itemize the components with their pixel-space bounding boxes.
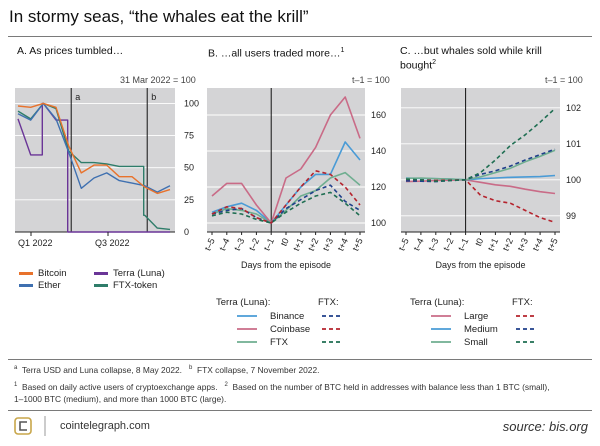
panel-b-series-ftx-terra bbox=[211, 171, 361, 224]
panel-c-xtick-label: t+5 bbox=[545, 237, 559, 253]
legend-b-head-left: Terra (Luna): bbox=[216, 297, 271, 308]
panel-a-series-terra-luna- bbox=[17, 102, 170, 233]
panel-b-xtick-label: t+1 bbox=[291, 237, 305, 253]
legend-a-ftx-token: FTX-token bbox=[94, 280, 157, 291]
legend-a-bitcoin: Bitcoin bbox=[19, 268, 67, 279]
panel-c-ytick-label: 101 bbox=[566, 139, 581, 149]
panel-b-xtick-label: t–2 bbox=[247, 237, 261, 253]
legend-c-large: Large bbox=[464, 311, 489, 322]
legend-b-coinbase: Coinbase bbox=[270, 324, 311, 335]
panel-b-xtick-label: t+4 bbox=[336, 237, 350, 253]
panel-c-xtick-label: t–5 bbox=[396, 237, 410, 253]
panel-a-series-bitcoin bbox=[17, 102, 171, 195]
footnote-rule bbox=[8, 359, 592, 360]
legend-b-binance: Binance bbox=[270, 311, 305, 322]
panel-a-ytick-label: 75 bbox=[184, 131, 194, 141]
panel-b-xtick-label: t–1 bbox=[262, 237, 276, 253]
panel-c-xtick-label: t–3 bbox=[426, 237, 440, 253]
bottom-rule bbox=[8, 410, 592, 411]
panel-c-xtick-label: t+4 bbox=[530, 237, 544, 253]
footnote-2-cont: 1–1000 BTC (medium), and more than 1000 … bbox=[14, 394, 227, 404]
panel-b-series-ftx-ftx bbox=[211, 191, 361, 224]
panel-c-xtick-label: t+2 bbox=[501, 237, 515, 253]
legend-a-ether-swatch bbox=[19, 283, 33, 287]
panel-a-ytick-label: 0 bbox=[184, 227, 189, 237]
footnote-ab: a Terra USD and Luna collapse, 8 May 202… bbox=[14, 365, 320, 375]
panel-a-ytick-label: 100 bbox=[184, 98, 199, 108]
panel-b-ytick-label: 140 bbox=[371, 146, 386, 156]
legend-a-bitcoin-swatch bbox=[19, 271, 33, 275]
panel-b-xtick-label: t+2 bbox=[306, 237, 320, 253]
panel-b-ytick-label: 160 bbox=[371, 110, 386, 120]
panel-c-xtick-label: t+3 bbox=[516, 237, 530, 253]
panel-c-xtick-label: t–4 bbox=[411, 237, 425, 253]
legend-b-ftx: FTX bbox=[270, 337, 288, 348]
panel-b-series-coinbase-ftx bbox=[211, 170, 361, 224]
panel-a-xtick-label: Q1 2022 bbox=[18, 238, 53, 248]
panel-b-xtick-label: t+5 bbox=[350, 237, 364, 253]
panel-a-note: 31 Mar 2022 = 100 bbox=[120, 75, 196, 85]
source-label: source: bis.org bbox=[502, 419, 588, 434]
logo-text: cointelegraph.com bbox=[60, 420, 150, 432]
panel-b-xtick-label: t+3 bbox=[321, 237, 335, 253]
panel-c-title: C. …but whales sold while krill bought2 bbox=[400, 45, 542, 72]
panel-b-xtick-label: t–4 bbox=[217, 237, 231, 253]
legend-c-head-right: FTX: bbox=[512, 297, 533, 308]
legend-c-small: Small bbox=[464, 337, 488, 348]
title-rule bbox=[8, 36, 592, 37]
panel-c-ytick-label: 99 bbox=[566, 211, 576, 221]
panel-c-x-axis-label: Days from the episode bbox=[435, 260, 525, 270]
footnote-12: 1 Based on daily active users of cryptoe… bbox=[14, 382, 550, 392]
panel-b-x-axis-label: Days from the episode bbox=[241, 260, 331, 270]
legend-a-terra: Terra (Luna) bbox=[94, 268, 165, 279]
legend-c-head-left: Terra (Luna): bbox=[410, 297, 465, 308]
panel-a-title: A. As prices tumbled… bbox=[17, 45, 124, 57]
panel-a-event-label: a bbox=[75, 92, 80, 102]
panel-b-note: t–1 = 100 bbox=[352, 75, 390, 85]
panel-b-xtick-label: t–5 bbox=[202, 237, 216, 253]
cointelegraph-logo-icon bbox=[14, 416, 46, 436]
panel-b-series-binance-ftx bbox=[211, 184, 361, 224]
panel-a-ytick-label: 50 bbox=[184, 163, 194, 173]
legend-c-medium: Medium bbox=[464, 324, 498, 335]
legend-b-head-right: FTX: bbox=[318, 297, 339, 308]
panel-c-xtick-label: t–1 bbox=[456, 237, 470, 253]
panel-b-xtick-label: t0 bbox=[279, 237, 291, 248]
legend-a-terra-swatch bbox=[94, 271, 108, 275]
panel-c-xtick-label: t+1 bbox=[486, 237, 500, 253]
legend-a-ftx-token-swatch bbox=[94, 283, 108, 287]
panel-b-title: B. …all users traded more…1 bbox=[208, 47, 345, 60]
panel-b-ytick-label: 100 bbox=[371, 218, 386, 228]
panel-c-series-small-terra bbox=[405, 149, 556, 181]
panel-a-xtick-label: Q3 2022 bbox=[95, 238, 130, 248]
panel-c-ytick-label: 102 bbox=[566, 103, 581, 113]
panel-c-xtick-label: t0 bbox=[473, 237, 485, 248]
panel-b-ytick-label: 120 bbox=[371, 182, 386, 192]
panel-c-xtick-label: t–2 bbox=[441, 237, 455, 253]
panel-b-series-coinbase-terra bbox=[211, 96, 361, 224]
panel-a-ytick-label: 25 bbox=[184, 195, 194, 205]
panel-c-ytick-label: 100 bbox=[566, 175, 581, 185]
legend-a-ether: Ether bbox=[19, 280, 61, 291]
panel-c-background bbox=[401, 88, 560, 232]
panel-c-note: t–1 = 100 bbox=[545, 75, 583, 85]
panel-b-xtick-label: t–3 bbox=[232, 237, 246, 253]
figure-title: In stormy seas, “the whales eat the kril… bbox=[9, 7, 309, 26]
panel-c-series-small-ftx bbox=[405, 107, 556, 182]
panel-a-event-label: b bbox=[151, 92, 156, 102]
